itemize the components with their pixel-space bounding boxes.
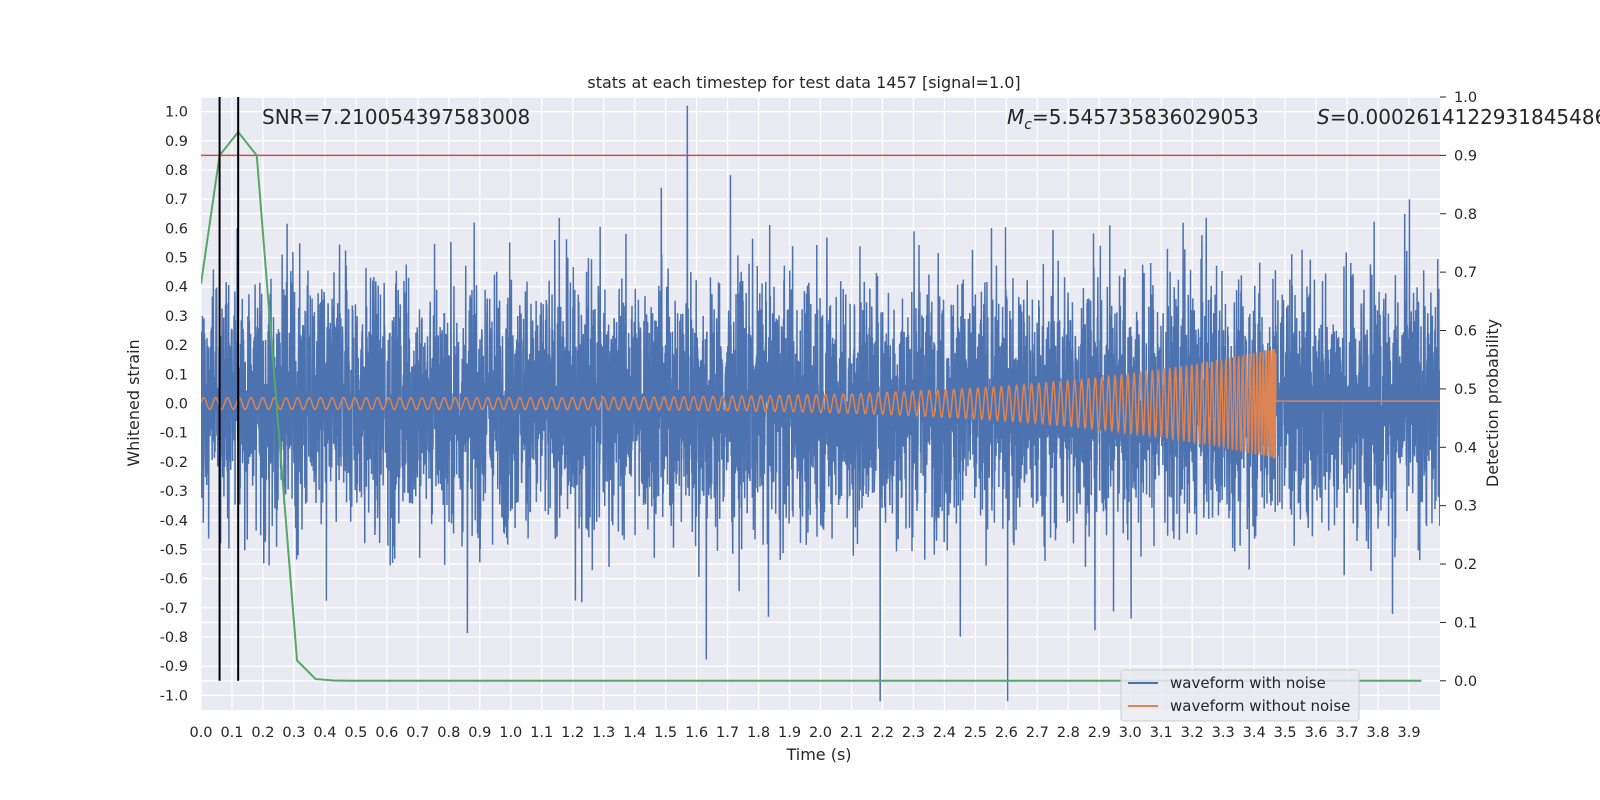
x-tick-label: 0.4: [313, 725, 336, 741]
y-tick-label: 0.9: [165, 134, 188, 150]
x-tick-label: 0.9: [468, 725, 491, 741]
right-tick-label: 0.9: [1454, 148, 1477, 164]
y-tick-label: -0.2: [160, 455, 188, 471]
x-tick-label: 0.0: [189, 725, 212, 741]
x-tick-label: 1.2: [561, 725, 584, 741]
right-tick-label: 1.0: [1454, 90, 1477, 106]
y-tick-label: -0.9: [160, 659, 188, 675]
x-axis-label: Time (s): [785, 745, 851, 764]
x-axis-ticks: 0.0 0.1 0.2 0.3 0.4 0.5 0.6 0.7 0.8 0.9 1.0 1.1 1.2 1…: [189, 725, 1420, 741]
y-tick-label: -0.6: [160, 572, 188, 588]
y-axis-ticks: 1.0 0.9 0.8 0.7 0.6 0.5 0.4 0.3 0.2 0.1 0.0 -0.1 -0.…: [160, 105, 188, 705]
x-tick-label: 2.8: [1057, 725, 1080, 741]
legend-label-noise: waveform with noise: [1170, 674, 1326, 692]
y-tick-label: 0.7: [165, 192, 188, 208]
x-tick-label: 2.2: [871, 725, 894, 741]
x-tick-label: 0.3: [282, 725, 305, 741]
y-tick-label: 0.4: [165, 280, 188, 296]
right-axis-ticks: 1.0 0.9 0.8 0.7 0.6 0.5 0.4 0.3 0.2 0.1 0.0: [1440, 90, 1477, 690]
right-tick-label: 0.1: [1454, 615, 1477, 631]
right-tick-label: 0.2: [1454, 557, 1477, 573]
y-tick-label: -0.4: [160, 513, 188, 529]
x-tick-label: 2.6: [995, 725, 1018, 741]
y-tick-label: -1.0: [160, 688, 188, 704]
x-tick-label: 2.7: [1026, 725, 1049, 741]
y-tick-label: -0.5: [160, 542, 188, 558]
x-tick-label: 3.5: [1274, 725, 1297, 741]
y-tick-label: 0.1: [165, 367, 188, 383]
x-tick-label: 2.5: [964, 725, 987, 741]
right-tick-label: 0.8: [1454, 207, 1477, 223]
x-tick-label: 3.7: [1336, 725, 1359, 741]
x-tick-label: 1.0: [499, 725, 522, 741]
legend-box: [1120, 669, 1360, 722]
y-tick-label: 0.0: [165, 397, 188, 413]
x-tick-label: 2.0: [809, 725, 832, 741]
x-tick-label: 3.0: [1119, 725, 1142, 741]
right-axis-label: Detection probability: [1483, 319, 1502, 487]
right-tick-label: 0.4: [1454, 440, 1477, 456]
y-axis-label: Whitened strain: [124, 339, 143, 466]
y-tick-label: -0.7: [160, 601, 188, 617]
x-tick-label: 3.9: [1397, 725, 1420, 741]
chart-title: stats at each timestep for test data 145…: [587, 73, 1020, 92]
x-tick-label: 0.5: [344, 725, 367, 741]
detection-probability-line: [201, 130, 1422, 682]
x-tick-label: 1.5: [654, 725, 677, 741]
waveform-without-noise-line: [201, 348, 1440, 459]
y-tick-label: 0.2: [165, 338, 188, 354]
x-tick-label: 2.1: [840, 725, 863, 741]
legend: waveform with noise waveform without noi…: [1120, 669, 1360, 722]
y-tick-label: -0.3: [160, 484, 188, 500]
x-tick-label: 3.1: [1150, 725, 1173, 741]
snr-annotation: SNR=7.210054397583008: [262, 105, 530, 129]
right-tick-label: 0.3: [1454, 499, 1477, 515]
right-tick-label: 0.6: [1454, 324, 1477, 340]
right-tick-label: 0.0: [1454, 674, 1477, 690]
x-tick-label: 1.4: [623, 725, 646, 741]
x-tick-label: 3.3: [1212, 725, 1235, 741]
x-tick-label: 0.6: [375, 725, 398, 741]
x-tick-label: 1.3: [592, 725, 615, 741]
x-tick-label: 0.2: [251, 725, 274, 741]
y-tick-label: -0.8: [160, 630, 188, 646]
x-tick-label: 0.8: [437, 725, 460, 741]
x-tick-label: 3.8: [1367, 725, 1390, 741]
x-tick-label: 3.2: [1181, 725, 1204, 741]
y-tick-label: 0.8: [165, 163, 188, 179]
y-tick-label: 0.6: [165, 221, 188, 237]
waveform-with-noise-line: [201, 105, 1440, 702]
y-tick-label: -0.1: [160, 426, 188, 442]
x-tick-label: 2.3: [902, 725, 925, 741]
x-tick-label: 3.4: [1243, 725, 1266, 741]
y-tick-label: 1.0: [165, 105, 188, 121]
x-tick-label: 3.6: [1305, 725, 1328, 741]
x-tick-label: 2.9: [1088, 725, 1111, 741]
s-annotation: S=0.0002614122931845486: [1317, 105, 1600, 129]
x-tick-label: 0.7: [406, 725, 429, 741]
right-tick-label: 0.5: [1454, 382, 1477, 398]
legend-label-no-noise: waveform without noise: [1170, 697, 1350, 715]
y-tick-label: 0.3: [165, 309, 188, 325]
x-tick-label: 0.1: [220, 725, 243, 741]
chirp-mass-annotation: Mc=5.545735836029053: [1007, 105, 1259, 133]
y-tick-label: 0.5: [165, 251, 188, 267]
x-tick-label: 2.4: [933, 725, 956, 741]
x-tick-label: 1.9: [778, 725, 801, 741]
x-tick-label: 1.8: [747, 725, 770, 741]
x-tick-label: 1.6: [685, 725, 708, 741]
x-tick-label: 1.7: [716, 725, 739, 741]
x-tick-label: 1.1: [530, 725, 553, 741]
right-tick-label: 0.7: [1454, 265, 1477, 281]
